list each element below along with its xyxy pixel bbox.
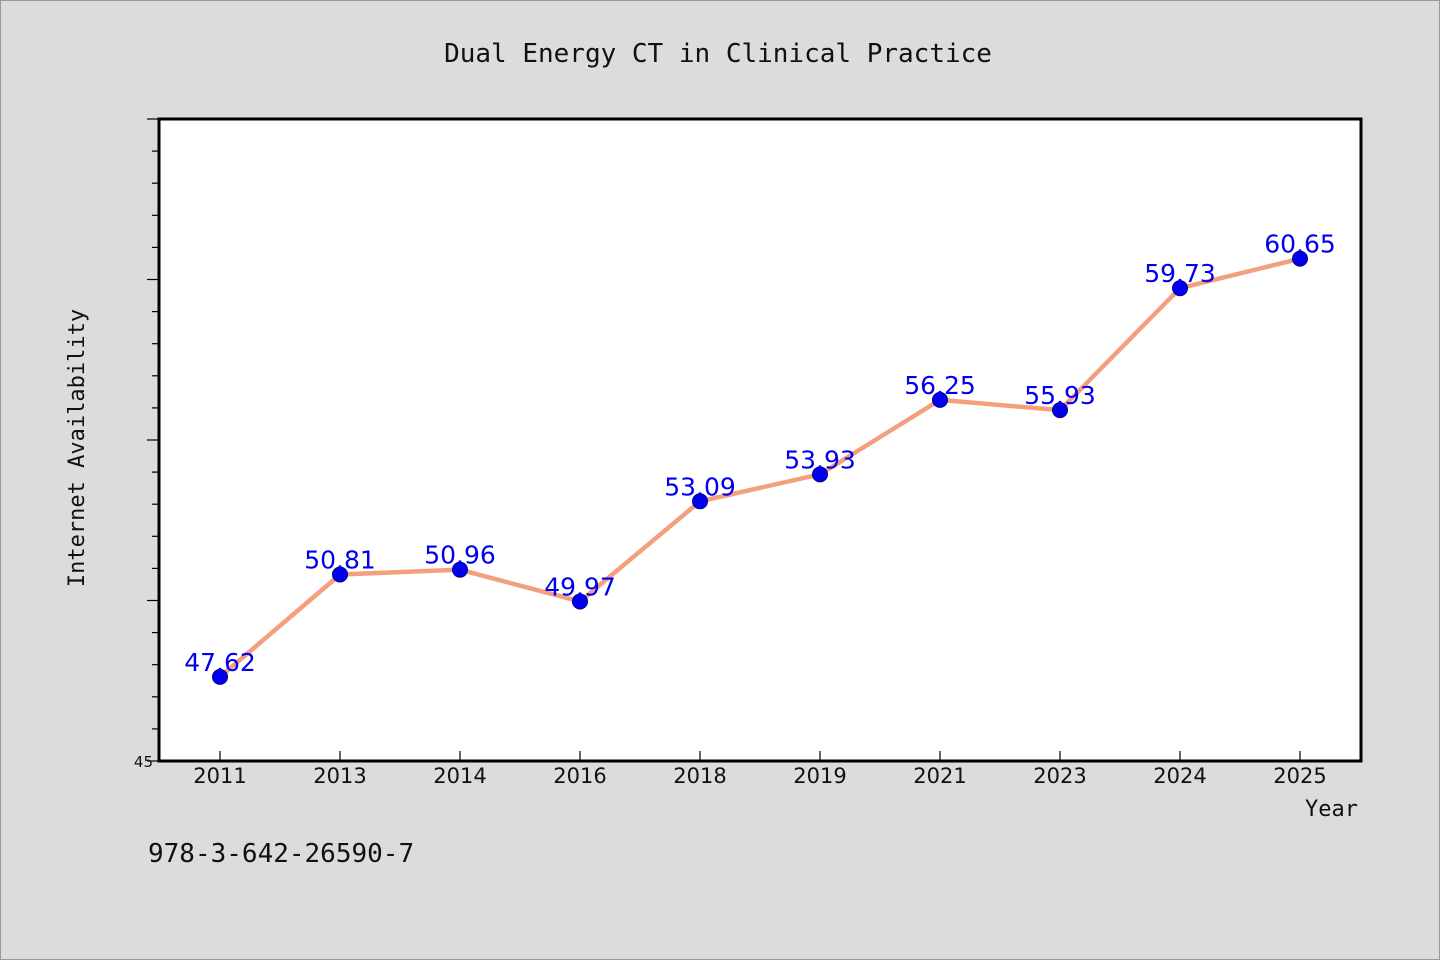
data-label: 55.93 [1024,381,1096,410]
data-point [572,593,588,610]
x-axis-ticks: 2011 2013 2014 2016 2018 2019 2021 2023 2024 2025 [193,751,1327,788]
plot-area [157,117,1363,763]
data-label: 60.65 [1264,230,1336,259]
isbn-footnote: 978-3-642-26590-7 [148,839,414,869]
data-label: 53.93 [784,445,856,474]
x-tick-label: 2021 [913,764,966,788]
x-tick-label: 2016 [553,764,606,788]
data-point [212,668,228,685]
y-tick-label: 45 [134,753,153,771]
data-point [932,391,948,408]
data-label: 50.96 [424,541,496,570]
data-point [1172,280,1188,297]
data-label: 59.73 [1144,259,1216,288]
y-axis-title: Internet Availability [65,309,90,587]
x-tick-label: 2013 [313,764,366,788]
y-axis-ticks: 45 [134,118,159,771]
data-point [452,561,468,578]
x-tick-label: 2023 [1033,764,1086,788]
data-point [812,466,828,483]
data-point [1292,250,1308,267]
x-tick-label: 2019 [793,764,846,788]
series-line [217,256,1303,680]
series-layer: 47.62 50.81 50.96 49.97 53.09 53.93 56.25 55.93… [184,230,1336,685]
data-label: 49.97 [544,572,616,601]
data-point [1052,402,1068,419]
x-tick-label: 2025 [1273,764,1326,788]
x-tick-label: 2018 [673,764,726,788]
x-tick-label: 2011 [193,764,246,788]
data-label: 50.81 [304,545,376,574]
chart-title: Dual Energy CT in Clinical Practice [444,39,992,69]
data-point [692,493,708,510]
data-label: 47.62 [184,648,256,677]
data-label: 56.25 [904,371,976,400]
x-tick-label: 2014 [433,764,486,788]
data-label: 53.09 [664,472,736,501]
x-axis-title: Year [1305,797,1358,822]
data-point [332,566,348,583]
x-tick-label: 2024 [1153,764,1206,788]
